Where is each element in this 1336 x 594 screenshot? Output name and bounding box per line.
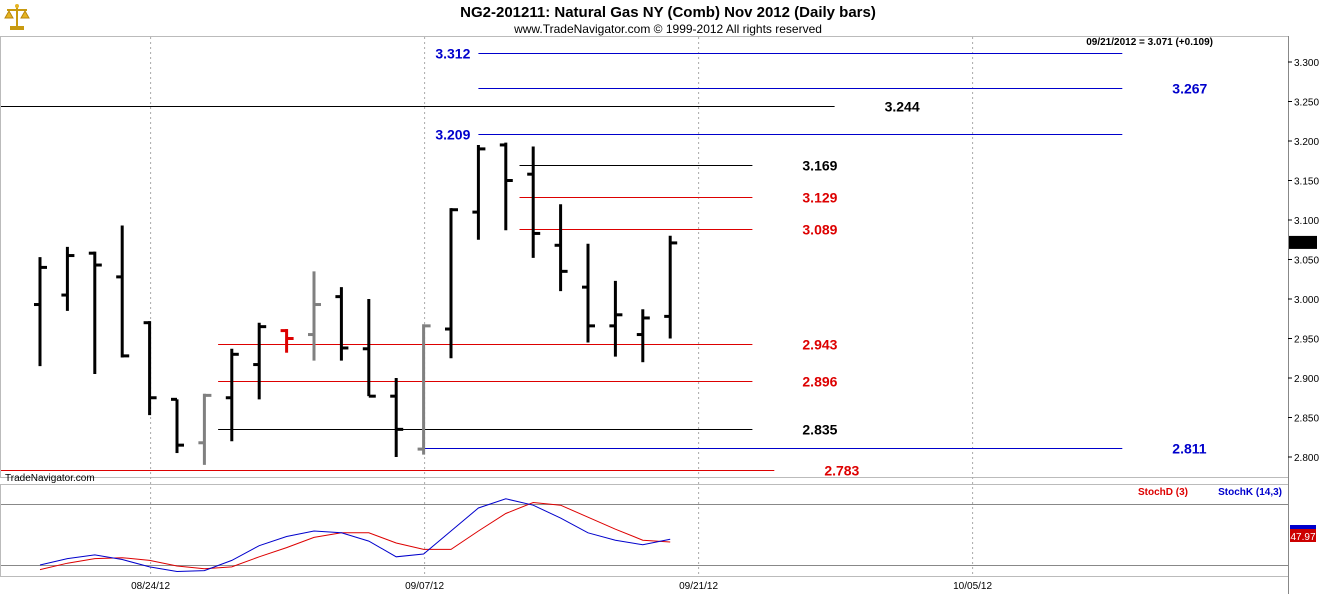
level-label: 2.896 [802,374,837,390]
level-label: 3.244 [885,99,920,115]
price-tick-label: 3.100 [1294,216,1319,227]
ohlc-bars [34,142,678,465]
stochd-value-box [1290,529,1316,542]
ohlc-bar [225,348,239,442]
date-label: 09/21/12 [679,581,718,592]
price-tick-label: 3.000 [1294,295,1319,306]
ohlc-bar [34,257,47,367]
price-tick-label: 2.850 [1294,414,1319,425]
last-quote-text: 09/21/2012 = 3.071 (+0.109) [1086,37,1213,48]
level-label: 3.312 [435,46,470,62]
ohlc-bar [609,280,623,357]
ohlc-bar [664,235,678,339]
indicator-panel-frame [0,484,1289,577]
price-tick-label: 3.150 [1294,177,1319,188]
ohlc-bar [636,309,650,363]
support-resistance-levels: 3.312 3.267 3.244 3.209 3.169 3.129 3.089 2.943… [1,46,1208,479]
ohlc-bar [527,146,541,258]
ohlc-bar [582,243,595,343]
price-tick-label: 2.800 [1294,453,1319,464]
level-label: 2.783 [824,463,859,479]
watermark: TradeNavigator.com [5,473,95,484]
level-label: 3.267 [1172,81,1207,97]
ohlc-bar [362,299,376,398]
chart-title: NG2-201211: Natural Gas NY (Comb) Nov 20… [460,4,876,21]
legend-stochd: StochD (3) [1138,487,1188,498]
last-price-box [1289,235,1317,249]
price-panel-frame [0,36,1289,478]
ohlc-bar [499,142,513,231]
price-axis: 3.300 3.250 3.200 3.150 3.100 3.050 3.000 2.950… [1288,58,1319,464]
date-label: 08/24/12 [131,581,170,592]
level-label: 2.943 [802,337,837,353]
ohlc-bar [143,321,157,416]
level-label: 2.811 [1172,441,1206,457]
level-label: 3.129 [802,190,837,206]
price-tick-label: 2.900 [1294,374,1319,385]
price-tick-label: 3.050 [1294,256,1319,267]
copyright-text: www.TradeNavigator.com © 1999-2012 All r… [513,22,822,36]
date-axis: 08/24/12 09/07/12 09/21/12 10/05/12 [131,581,992,592]
ohlc-bar [88,251,102,375]
ohlc-bar [171,397,184,454]
stoch-value-label: 47.97 [1290,532,1315,543]
date-label: 09/07/12 [405,581,444,592]
ohlc-bar [390,378,404,457]
stochastic-panel [1,498,1288,573]
vertical-gridlines [150,37,974,576]
ohlc-bar [253,322,267,400]
ohlc-bar [472,144,486,240]
legend-stochk: StochK (14,3) [1218,487,1282,498]
ohlc-bar [61,246,75,311]
balance-scale-icon [4,2,30,32]
price-tick-label: 2.950 [1294,335,1319,346]
ohlc-bar [198,393,212,465]
ohlc-bar [280,329,294,353]
date-label: 10/05/12 [953,581,992,592]
ohlc-bar [445,208,458,359]
ohlc-bar [417,324,431,455]
ohlc-bar [335,287,349,361]
ohlc-bar [554,204,568,292]
stochk-line [39,498,671,573]
stochd-line [39,501,671,571]
level-label: 3.089 [802,222,837,238]
last-price-label: 3.071 [1291,239,1316,250]
price-tick-label: 3.250 [1294,98,1319,109]
ohlc-bar [308,271,321,361]
level-label: 2.835 [802,422,837,438]
ohlc-bar [116,225,130,358]
level-label: 3.209 [435,127,470,143]
price-tick-label: 3.200 [1294,137,1319,148]
level-label: 3.169 [802,158,837,174]
price-tick-label: 3.300 [1294,58,1319,69]
